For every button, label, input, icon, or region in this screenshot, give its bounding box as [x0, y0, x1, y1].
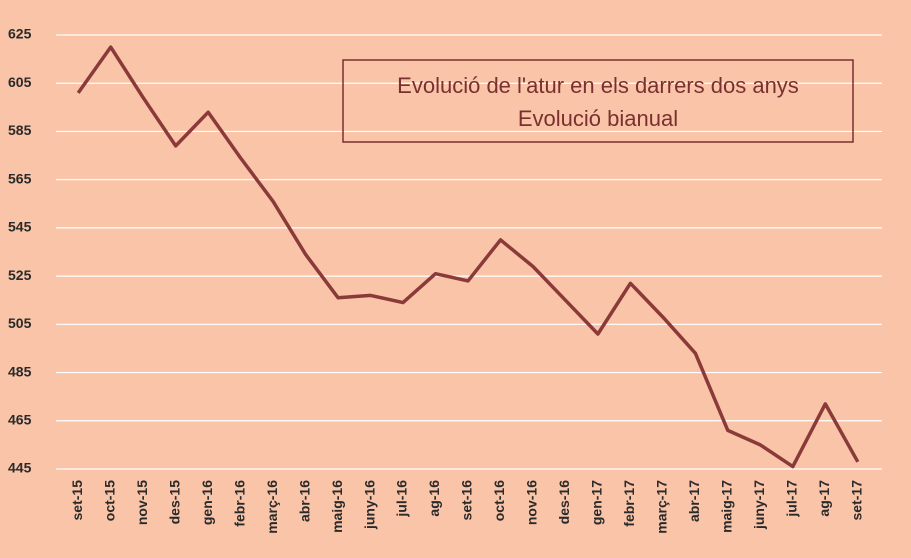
y-tick-label: 465	[8, 411, 32, 427]
y-tick-label: 445	[8, 460, 32, 476]
x-tick-label: abr-16	[296, 480, 312, 522]
x-tick-label: juny-16	[361, 480, 377, 530]
y-tick-label: 565	[8, 170, 32, 186]
x-tick-label: nov-16	[524, 480, 540, 525]
x-tick-label: ag-17	[816, 480, 832, 517]
y-tick-label: 625	[8, 26, 32, 42]
x-tick-label: oct-15	[101, 480, 117, 521]
plot	[76, 45, 860, 469]
x-tick-label: set-15	[69, 480, 85, 521]
y-tick-label: 505	[8, 315, 32, 331]
x-tick-label: maig-16	[329, 480, 345, 533]
x-tick-label: des-16	[556, 480, 572, 525]
x-tick-label: jul-16	[394, 480, 410, 518]
line	[76, 45, 860, 469]
chart-subtitle: Evolució bianual	[518, 106, 678, 131]
y-tick-label: 525	[8, 267, 32, 283]
grid: 445 465 485 505 525 545 565 585 605 625 set-15 oct-…	[8, 26, 882, 534]
title-box	[342, 59, 854, 143]
x-tick-label: ag-16	[426, 480, 442, 517]
x-tick-label: set-16	[459, 480, 475, 521]
y-tick-label: 545	[8, 219, 32, 235]
x-tick-label: juny-17	[751, 480, 767, 530]
x-tick-label: març-17	[654, 480, 670, 534]
x-tick-label: des-15	[166, 480, 182, 525]
x-tick-label: abr-17	[686, 480, 702, 522]
y-tick-label: 485	[8, 363, 32, 379]
x-tick-label: març-16	[264, 480, 280, 534]
y-tick-label: 605	[8, 74, 32, 90]
y-tick-label: 585	[8, 122, 32, 138]
x-tick-label: nov-15	[134, 480, 150, 525]
x-tick-label: maig-17	[719, 480, 735, 533]
x-tick-label: febr-17	[621, 480, 637, 527]
x-tick-label: set-17	[848, 480, 864, 521]
x-tick-label: oct-16	[491, 480, 507, 521]
chart-title: Evolució de l'atur en els darrers dos an…	[397, 73, 799, 98]
x-tick-label: gen-16	[199, 480, 215, 525]
x-tick-label: gen-17	[589, 480, 605, 525]
x-tick-label: febr-16	[231, 480, 247, 527]
x-tick-label: jul-17	[784, 480, 800, 518]
